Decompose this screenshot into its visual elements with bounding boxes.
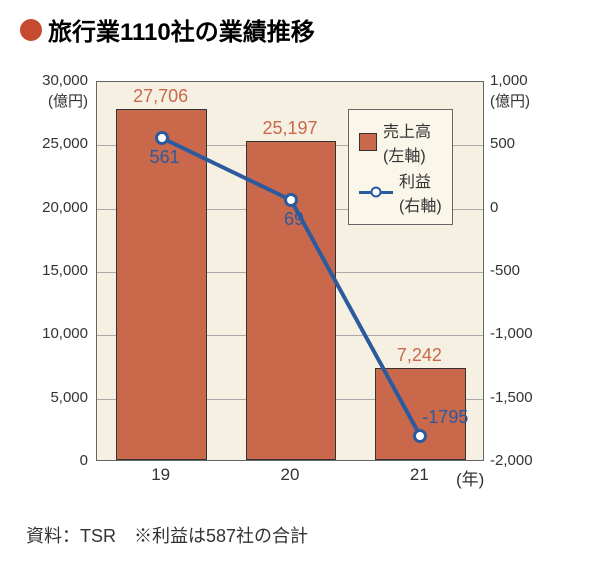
ytick-left: 30,000: [8, 72, 88, 89]
ytick-right: 0: [490, 199, 570, 216]
line-marker: [284, 193, 298, 207]
line-marker: [155, 131, 169, 145]
ytick-right: -2,000: [490, 452, 570, 469]
right-axis-unit: (億円): [490, 90, 530, 111]
line-marker: [413, 429, 427, 443]
bar: [246, 141, 337, 460]
legend-bar-swatch: [359, 133, 377, 151]
x-axis-unit: (年): [456, 465, 484, 490]
legend-line-marker-icon: [371, 187, 382, 198]
ytick-left: 5,000: [8, 389, 88, 406]
line-value-label: 561: [150, 147, 180, 168]
legend-bar-row: 売上高(左軸): [359, 118, 442, 166]
xtick: 19: [151, 465, 170, 485]
ytick-left: 10,000: [8, 325, 88, 342]
ytick-right: 500: [490, 135, 570, 152]
legend-line-swatch: [359, 191, 393, 194]
line-value-label: 69: [284, 209, 304, 230]
legend-line-row: 利益(右軸): [359, 168, 442, 216]
bar-value-label: 25,197: [262, 118, 317, 139]
source-footer: 資料：TSR ※利益は587社の合計: [26, 522, 308, 548]
legend: 売上高(左軸)利益(右軸): [348, 109, 453, 225]
ytick-right: -1,000: [490, 325, 570, 342]
xtick: 20: [281, 465, 300, 485]
bar-value-label: 7,242: [397, 345, 442, 366]
ytick-right: 1,000: [490, 72, 570, 89]
chart-title: 旅行業1110社の業績推移: [48, 12, 315, 47]
legend-line-label: 利益(右軸): [399, 168, 442, 216]
chart-area: 05,00010,00015,00020,00025,00030,000(億円)…: [20, 63, 580, 503]
ytick-left: 0: [8, 452, 88, 469]
ytick-right: -500: [490, 262, 570, 279]
left-axis-unit: (億円): [8, 90, 88, 111]
legend-bar-label: 売上高(左軸): [383, 118, 431, 166]
xtick: 21: [410, 465, 429, 485]
bar-value-label: 27,706: [133, 86, 188, 107]
ytick-left: 20,000: [8, 199, 88, 216]
ytick-right: -1,500: [490, 389, 570, 406]
ytick-left: 25,000: [8, 135, 88, 152]
line-value-label: -1795: [422, 407, 468, 428]
ytick-left: 15,000: [8, 262, 88, 279]
title-bullet: [20, 19, 42, 41]
